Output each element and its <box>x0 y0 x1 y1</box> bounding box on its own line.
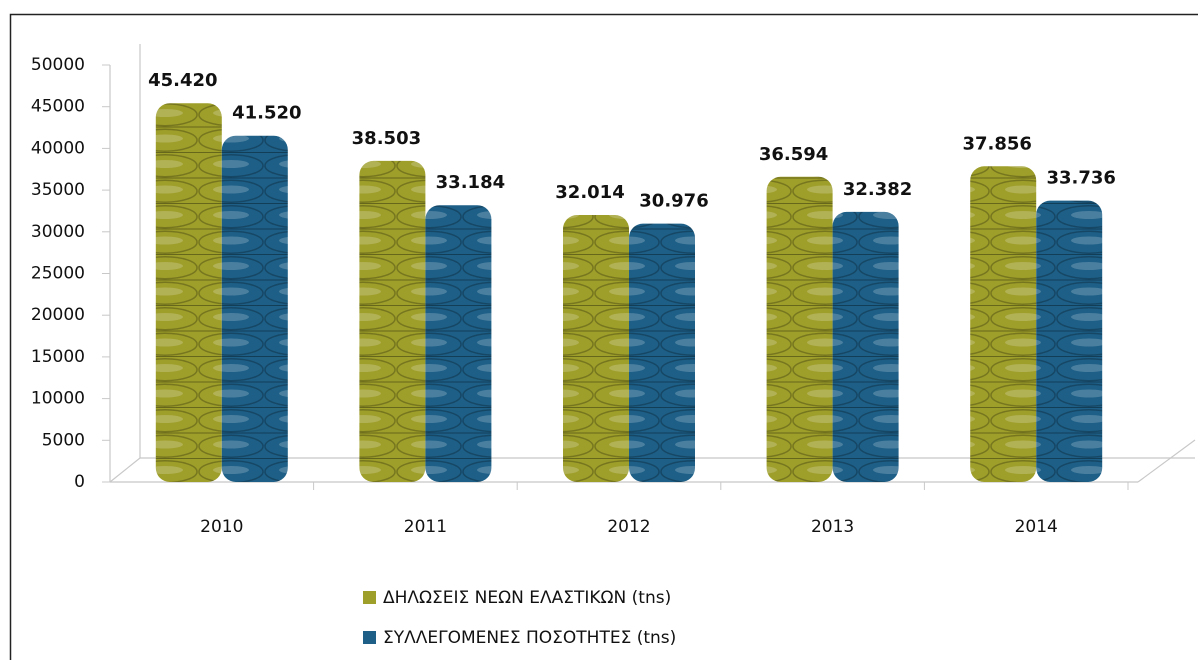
y-tick-label: 35000 <box>31 180 85 200</box>
y-tick-label: 5000 <box>42 430 85 450</box>
y-tick-label: 10000 <box>31 389 85 409</box>
y-tick-label: 0 <box>74 472 85 492</box>
y-tick-label: 20000 <box>31 305 85 325</box>
value-label: 30.976 <box>639 191 708 212</box>
bar <box>1036 200 1103 482</box>
value-label: 33.736 <box>1046 168 1115 189</box>
y-tick-label: 25000 <box>31 264 85 284</box>
x-tick-label: 2011 <box>404 517 447 537</box>
value-label: 45.420 <box>148 70 217 91</box>
legend-swatch <box>363 591 376 604</box>
bar <box>425 205 492 483</box>
value-label: 36.594 <box>759 144 828 165</box>
legend-label: ΔΗΛΩΣΕΙΣ ΝΕΩΝ ΕΛΑΣΤΙΚΩΝ (tns) <box>383 588 671 608</box>
value-label: 33.184 <box>436 172 505 193</box>
legend-label: ΣΥΛΛΕΓΟΜΕΝΕΣ ΠΟΣΟΤΗΤΕΣ (tns) <box>383 628 676 648</box>
y-tick-label: 30000 <box>31 222 85 242</box>
y-tick-label: 15000 <box>31 347 85 367</box>
bar <box>832 211 899 482</box>
bar <box>155 103 222 482</box>
bar <box>221 135 288 482</box>
bar <box>359 160 426 482</box>
x-tick-label: 2013 <box>811 517 854 537</box>
value-label: 38.503 <box>352 128 421 149</box>
legend-swatch <box>363 631 376 644</box>
value-label: 32.014 <box>555 182 624 203</box>
value-label: 32.382 <box>843 179 912 200</box>
value-label: 37.856 <box>962 133 1031 154</box>
value-label: 41.520 <box>232 103 301 124</box>
x-tick-label: 2012 <box>607 517 650 537</box>
bar <box>970 166 1037 483</box>
bar <box>563 215 629 482</box>
bar <box>766 176 833 483</box>
y-tick-label: 50000 <box>31 55 85 75</box>
x-tick-label: 2014 <box>1015 517 1058 537</box>
x-tick-label: 2010 <box>200 517 243 537</box>
bar <box>629 223 695 482</box>
y-tick-label: 45000 <box>31 97 85 117</box>
y-tick-label: 40000 <box>31 138 85 158</box>
